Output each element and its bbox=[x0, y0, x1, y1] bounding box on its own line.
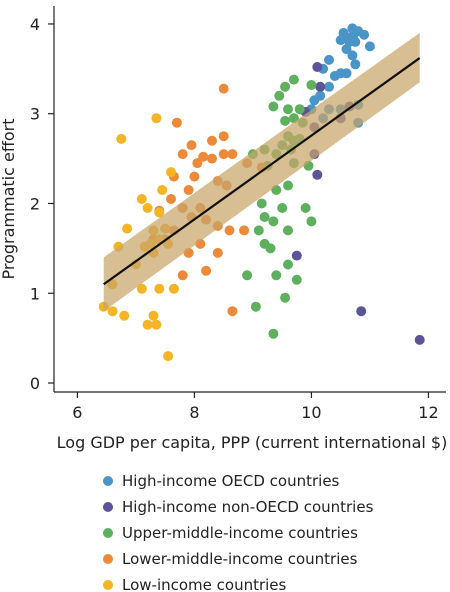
data-point bbox=[201, 266, 211, 276]
data-point bbox=[207, 136, 217, 146]
y-axis-title: Programmatic effort bbox=[0, 118, 18, 279]
data-point bbox=[268, 102, 278, 112]
legend-label: Upper-middle-income countries bbox=[122, 524, 358, 542]
legend-label: High-income non-OECD countries bbox=[122, 498, 374, 516]
data-point bbox=[178, 149, 188, 159]
legend: High-income OECD countries High-income no… bbox=[103, 472, 374, 592]
data-point bbox=[350, 59, 360, 69]
data-point bbox=[189, 172, 199, 182]
data-point bbox=[151, 320, 161, 330]
data-point bbox=[415, 335, 425, 345]
data-point bbox=[143, 203, 153, 213]
legend-marker bbox=[103, 476, 113, 486]
data-point bbox=[359, 30, 369, 40]
data-point bbox=[324, 55, 334, 65]
data-point bbox=[122, 224, 132, 234]
data-point bbox=[219, 131, 229, 141]
data-point bbox=[163, 351, 173, 361]
data-point bbox=[207, 154, 217, 164]
data-point bbox=[157, 185, 167, 195]
data-point bbox=[274, 91, 284, 101]
data-point bbox=[289, 75, 299, 85]
data-point bbox=[151, 113, 161, 123]
plot-area bbox=[99, 23, 425, 361]
data-point bbox=[280, 293, 290, 303]
data-point bbox=[169, 284, 179, 294]
data-point bbox=[149, 311, 159, 321]
data-point bbox=[365, 41, 375, 51]
data-point bbox=[292, 275, 302, 285]
y-tick-label: 0 bbox=[30, 374, 40, 393]
data-point bbox=[301, 203, 311, 213]
data-point bbox=[306, 80, 316, 90]
legend-marker bbox=[103, 502, 113, 512]
data-point bbox=[227, 149, 237, 159]
data-point bbox=[295, 104, 305, 114]
data-point bbox=[254, 225, 264, 235]
data-point bbox=[192, 158, 202, 168]
data-point bbox=[166, 167, 176, 177]
data-point bbox=[242, 270, 252, 280]
data-point bbox=[143, 320, 153, 330]
data-point bbox=[312, 62, 322, 72]
data-point bbox=[283, 104, 293, 114]
data-point bbox=[309, 95, 319, 105]
data-point bbox=[239, 225, 249, 235]
data-point bbox=[108, 306, 118, 316]
data-point bbox=[251, 302, 261, 312]
data-point bbox=[283, 260, 293, 270]
data-point bbox=[116, 134, 126, 144]
data-point bbox=[219, 84, 229, 94]
data-point bbox=[280, 82, 290, 92]
y-tick-label: 4 bbox=[30, 15, 40, 34]
data-point bbox=[260, 239, 270, 249]
data-point bbox=[172, 118, 182, 128]
data-point bbox=[283, 181, 293, 191]
data-point bbox=[277, 203, 287, 213]
data-point bbox=[137, 194, 147, 204]
y-tick-label: 3 bbox=[30, 105, 40, 124]
x-tick-label: 10 bbox=[301, 403, 321, 422]
data-point bbox=[257, 199, 267, 209]
data-point bbox=[219, 149, 229, 159]
legend-marker bbox=[103, 554, 113, 564]
data-point bbox=[260, 212, 270, 222]
data-point bbox=[312, 170, 322, 180]
data-point bbox=[283, 225, 293, 235]
data-point bbox=[280, 116, 290, 126]
data-point bbox=[184, 185, 194, 195]
data-point bbox=[227, 306, 237, 316]
legend-label: Low-income countries bbox=[122, 576, 287, 592]
legend-marker bbox=[103, 580, 113, 590]
data-point bbox=[347, 50, 357, 60]
data-point bbox=[268, 329, 278, 339]
data-point bbox=[268, 216, 278, 226]
data-point bbox=[119, 311, 129, 321]
legend-label: Lower-middle-income countries bbox=[122, 550, 358, 568]
x-axis-title: Log GDP per capita, PPP (current interna… bbox=[57, 433, 448, 452]
data-point bbox=[356, 306, 366, 316]
data-point bbox=[306, 216, 316, 226]
x-tick-label: 8 bbox=[189, 403, 199, 422]
x-tick-label: 12 bbox=[418, 403, 438, 422]
y-tick-label: 2 bbox=[30, 194, 40, 213]
data-point bbox=[324, 82, 334, 92]
legend-marker bbox=[103, 528, 113, 538]
data-point bbox=[187, 140, 197, 150]
data-point bbox=[178, 270, 188, 280]
data-point bbox=[350, 37, 360, 47]
data-point bbox=[225, 225, 235, 235]
trend-line bbox=[104, 58, 420, 284]
data-point bbox=[213, 248, 223, 258]
y-tick-label: 1 bbox=[30, 284, 40, 303]
data-point bbox=[166, 194, 176, 204]
data-point bbox=[292, 251, 302, 261]
legend-label: High-income OECD countries bbox=[122, 472, 340, 490]
x-tick-label: 6 bbox=[72, 403, 82, 422]
data-point bbox=[271, 270, 281, 280]
data-point bbox=[330, 71, 340, 81]
data-point bbox=[154, 284, 164, 294]
data-point bbox=[315, 82, 325, 92]
